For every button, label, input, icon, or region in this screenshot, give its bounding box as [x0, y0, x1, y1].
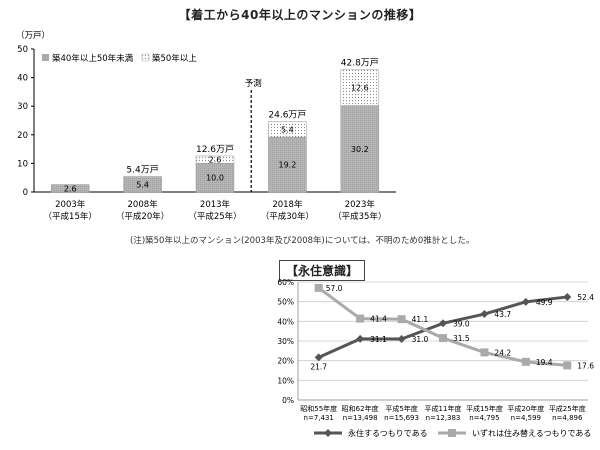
x-tick-label-year-3: 2013年 — [200, 199, 231, 210]
x-tick-label-n-3: n=15,693 — [384, 414, 419, 422]
legend-label-permanent: 永住するつもりである — [348, 428, 428, 438]
data-label-permanent-5: 43.7 — [494, 310, 511, 319]
x-tick-label-era-4: （平成30年） — [261, 211, 314, 222]
legend-swatch-40to50 — [42, 54, 49, 61]
x-tick-label-year-6: 平成20年度 — [507, 404, 544, 413]
bar-50plus-4 — [268, 121, 307, 138]
legend-swatch-50plus — [141, 53, 150, 62]
legend-label-50plus: 築50年以上 — [152, 53, 197, 64]
point-permanent-7 — [563, 292, 572, 301]
bar-50plus-5 — [340, 69, 380, 106]
data-label-relocate-1: 57.0 — [326, 284, 343, 293]
point-relocate-7 — [563, 361, 572, 370]
bar-total-label-3: 12.6万戸 — [196, 144, 234, 155]
y-tick-label: 20% — [277, 357, 294, 366]
bar-40to50-5 — [340, 105, 380, 193]
x-tick-label-year-1: 2003年 — [55, 199, 86, 210]
data-label-relocate-6: 19.4 — [536, 358, 553, 367]
x-tick-label-n-4: n=12,383 — [426, 414, 461, 422]
x-tick-label-n-7: n=4,896 — [552, 414, 583, 422]
x-tick-label-year-3: 平成5年度 — [385, 404, 417, 413]
bar-40to50-1 — [50, 184, 90, 193]
bar-40to50-2 — [123, 176, 162, 193]
y-tick-label: 20 — [17, 131, 28, 141]
bar-40to50-label-5: 30.2 — [351, 145, 369, 154]
chart1-footnote: (注)築50年以上のマンション(2003年及び2008年)については、不明のため… — [130, 236, 475, 246]
point-relocate-1 — [314, 283, 323, 292]
x-tick-label-year-4: 2018年 — [272, 199, 303, 210]
x-tick-label-n-6: n=4,599 — [511, 414, 541, 422]
y-tick-label: 40 — [17, 74, 28, 84]
x-tick-label-year-5: 平成15年度 — [466, 404, 503, 413]
x-tick-label-n-2: n=13,498 — [343, 414, 378, 422]
forecast-label: 予測 — [245, 78, 262, 89]
y-axis-label: （万戸） — [16, 30, 50, 41]
data-label-permanent-7: 52.4 — [577, 293, 594, 302]
point-permanent-3 — [397, 335, 406, 344]
point-relocate-5 — [480, 348, 489, 357]
x-tick-label-n-1: n=7,431 — [304, 414, 334, 422]
x-tick-label-year-5: 2023年 — [345, 199, 376, 210]
x-tick-label-year-7: 平成25年度 — [549, 404, 586, 413]
data-label-relocate-5: 24.2 — [494, 348, 511, 357]
y-tick-label: 30% — [277, 337, 294, 346]
y-tick-label: 40% — [277, 317, 294, 326]
data-label-permanent-1: 21.7 — [310, 362, 327, 371]
data-label-permanent-6: 49.9 — [536, 298, 553, 307]
point-relocate-6 — [521, 357, 530, 366]
x-tick-label-year-4: 平成11年度 — [425, 404, 462, 413]
legend-label-40to50: 築40年以上50年未満 — [52, 53, 134, 64]
bar-40to50-label-2: 5.4 — [136, 180, 149, 189]
bar-40to50-label-3: 10.0 — [206, 174, 224, 183]
data-label-permanent-4: 39.0 — [453, 319, 470, 328]
point-permanent-6 — [521, 297, 530, 306]
x-tick-label-era-1: （平成15年） — [44, 211, 97, 222]
bar-total-label-4: 24.6万戸 — [268, 110, 306, 121]
point-permanent-1 — [314, 353, 323, 362]
y-tick-label: 30 — [17, 102, 28, 112]
x-tick-label-era-5: （平成35年） — [333, 211, 386, 222]
x-tick-label-era-2: （平成20年） — [116, 211, 169, 222]
point-relocate-4 — [439, 334, 447, 343]
x-tick-label-n-5: n=4,795 — [469, 414, 499, 422]
bar-50plus-label-3: 2.6 — [209, 156, 222, 165]
bar-40to50-label-4: 19.2 — [278, 161, 296, 170]
chart1-bar-chart: （万戸） 0 10 20 30 40 50 予測 2.6 2003年（平成15年） 5.4 5.4万… — [16, 30, 396, 222]
chart1-title: 【着工から40年以上のマンションの推移】 — [178, 8, 422, 22]
bar-40to50-label-1: 2.6 — [64, 184, 77, 193]
point-permanent-4 — [439, 319, 447, 328]
x-tick-label-era-3: （平成25年） — [188, 211, 241, 222]
legend-marker-permanent — [324, 429, 332, 437]
bar-50plus-label-5: 12.6 — [351, 84, 369, 93]
x-tick-label-year-1: 昭和55年度 — [300, 404, 337, 413]
data-label-relocate-3: 41.1 — [412, 315, 429, 324]
point-relocate-3 — [397, 315, 406, 324]
bar-50plus-3 — [195, 155, 235, 164]
data-label-relocate-2: 41.4 — [370, 315, 387, 324]
y-tick-label: 10% — [277, 376, 294, 385]
point-permanent-5 — [480, 310, 489, 319]
legend-marker-relocate — [448, 429, 456, 437]
y-tick-label: 0% — [282, 396, 294, 405]
chart2-title: 【永住意識】 — [279, 260, 366, 281]
point-permanent-2 — [356, 334, 365, 343]
y-tick-label: 10 — [17, 159, 28, 169]
bar-total-label-2: 5.4万戸 — [126, 165, 158, 176]
y-tick-label: 60% — [277, 278, 294, 287]
legend-label-relocate: いずれは住み替えるつもりである — [472, 428, 591, 438]
y-tick-label: 50% — [277, 298, 294, 307]
data-label-relocate-4: 31.5 — [453, 334, 470, 343]
y-tick-label: 50 — [17, 45, 28, 55]
data-label-permanent-3: 31.0 — [412, 335, 429, 344]
data-label-permanent-2: 31.1 — [370, 335, 387, 344]
bar-total-label-5: 42.8万戸 — [341, 58, 379, 69]
data-label-relocate-7: 17.6 — [577, 361, 594, 370]
bar-40to50-4 — [268, 136, 307, 193]
bar-50plus-label-4: 5.4 — [281, 125, 294, 134]
point-relocate-2 — [356, 314, 365, 323]
x-tick-label-year-2: 2008年 — [128, 199, 159, 210]
y-tick-label: 0 — [23, 188, 28, 198]
x-tick-label-year-2: 昭和62年度 — [342, 404, 379, 413]
